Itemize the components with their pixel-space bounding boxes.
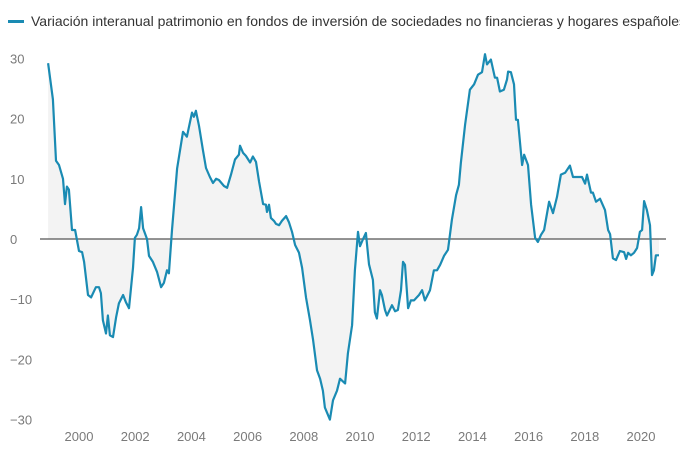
x-tick-label: 2014 — [458, 429, 487, 444]
x-tick-label: 2012 — [402, 429, 431, 444]
y-tick-label: −20 — [10, 352, 32, 367]
x-tick-label: 2002 — [121, 429, 150, 444]
y-tick-label: 30 — [10, 51, 24, 66]
x-tick-label: 2010 — [346, 429, 375, 444]
x-tick-label: 2016 — [514, 429, 543, 444]
y-tick-label: −10 — [10, 292, 32, 307]
x-tick-label: 2020 — [627, 429, 656, 444]
y-tick-label: 10 — [10, 172, 24, 187]
chart-legend: Variación interanual patrimonio en fondo… — [8, 13, 680, 29]
x-tick-label: 2006 — [233, 429, 262, 444]
legend-label: Variación interanual patrimonio en fondo… — [31, 13, 680, 29]
legend-swatch — [8, 19, 24, 23]
x-tick-label: 2000 — [65, 429, 94, 444]
x-tick-label: 2008 — [289, 429, 318, 444]
y-tick-label: 20 — [10, 112, 24, 127]
area-fill — [48, 54, 660, 420]
x-tick-label: 2004 — [177, 429, 206, 444]
x-tick-label: 2018 — [570, 429, 599, 444]
y-tick-label: −30 — [10, 413, 32, 428]
series-line — [47, 53, 659, 421]
y-tick-label: 0 — [10, 232, 17, 247]
